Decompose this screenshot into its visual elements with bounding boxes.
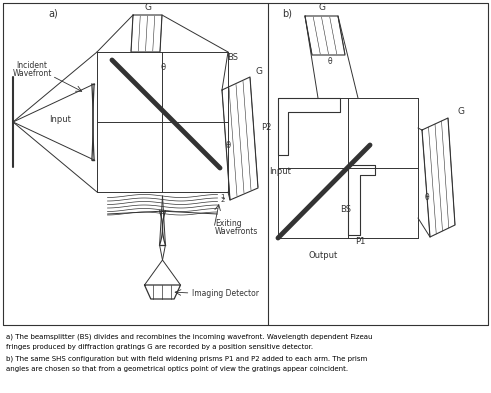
Text: θ: θ	[327, 57, 332, 66]
Text: G: G	[458, 108, 465, 116]
Text: Imaging Detector: Imaging Detector	[192, 288, 260, 298]
Text: G: G	[319, 4, 326, 13]
Text: angles are chosen so that from a geometrical optics point of view the gratings a: angles are chosen so that from a geometr…	[6, 366, 348, 372]
Text: θ: θ	[226, 141, 231, 149]
Text: G: G	[256, 68, 263, 77]
Text: Wavefronts: Wavefronts	[215, 226, 258, 235]
Text: Incident: Incident	[17, 61, 48, 70]
Text: Input: Input	[49, 116, 71, 125]
Text: Wavefront: Wavefront	[12, 70, 52, 79]
Text: 1: 1	[220, 194, 225, 200]
Text: fringes produced by diffraction gratings G are recorded by a position sensitive : fringes produced by diffraction gratings…	[6, 344, 313, 350]
Text: b) The same SHS configuration but with field widening prisms P1 and P2 added to : b) The same SHS configuration but with f…	[6, 355, 367, 362]
Text: BS: BS	[227, 53, 238, 61]
Text: P1: P1	[355, 237, 365, 246]
Text: θ: θ	[161, 62, 165, 72]
Text: G: G	[144, 4, 152, 13]
Text: Exiting: Exiting	[215, 219, 242, 228]
Text: a) The beamsplitter (BS) divides and recombines the incoming wavefront. Waveleng: a) The beamsplitter (BS) divides and rec…	[6, 333, 373, 340]
Text: BS: BS	[340, 206, 351, 215]
Text: Output: Output	[308, 250, 338, 259]
Text: P2: P2	[262, 123, 272, 132]
Text: 2: 2	[220, 197, 225, 203]
Text: θ: θ	[425, 193, 430, 202]
Text: a): a)	[48, 9, 58, 19]
Text: b): b)	[282, 9, 292, 19]
Text: Input: Input	[269, 167, 291, 176]
